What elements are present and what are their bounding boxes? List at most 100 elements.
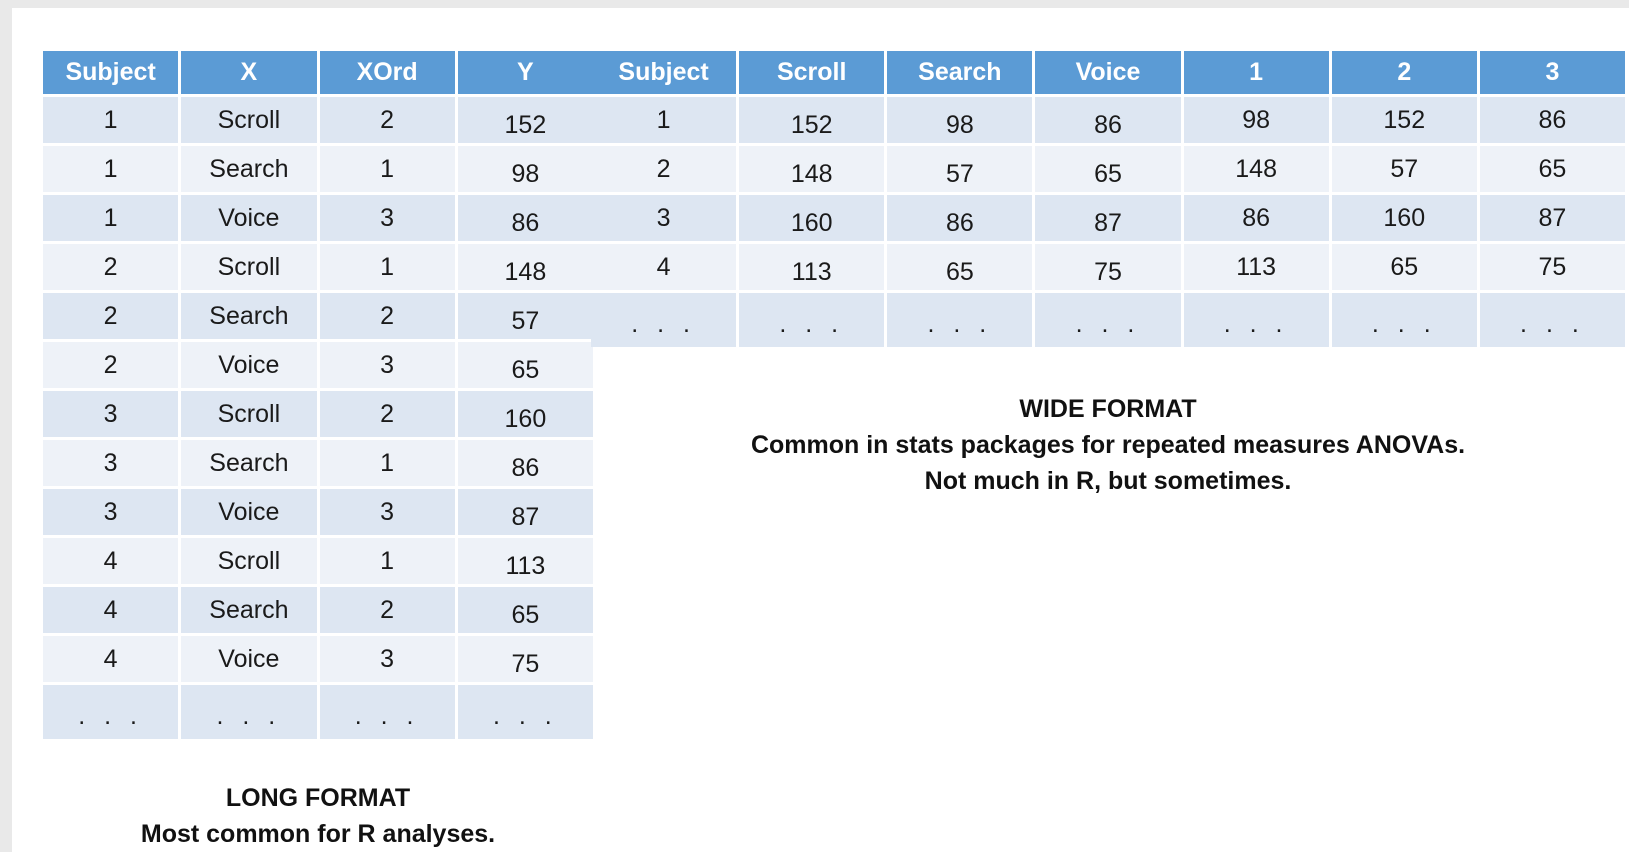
long-format-row: 1 Scroll 2 152 <box>43 97 593 143</box>
long-format-cell: Search <box>181 440 317 486</box>
long-format-header-cell: Y <box>457 51 593 94</box>
wide-format-body: 1 152 98 86 98 152 86 2 148 57 65 148 57 65 3 160 86 87 86… <box>591 97 1625 347</box>
long-format-cell: 57 <box>457 293 593 339</box>
long-format-cell: Scroll <box>181 538 317 584</box>
long-format-cell: Scroll <box>181 391 317 437</box>
long-format-cell: Voice <box>181 195 317 241</box>
wide-format-cell: 65 <box>887 244 1033 290</box>
wide-format-header-cell: Scroll <box>739 51 885 94</box>
wide-format-caption-line-2: Not much in R, but sometimes. <box>924 467 1292 495</box>
long-format-cell: . . . <box>457 685 593 739</box>
long-format-cell: . . . <box>319 685 455 739</box>
wide-format-cell: 2 <box>591 146 737 192</box>
wide-format-cell: 57 <box>1331 146 1477 192</box>
long-format-caption: LONG FORMAT Most common for R analyses. <box>40 780 596 852</box>
wide-format-cell: 87 <box>1479 195 1625 241</box>
slide: Subject X XOrd Y 1 Scroll 2 152 1 Search 1 98 1 Voic… <box>12 8 1629 852</box>
wide-format-cell: 86 <box>1035 97 1181 143</box>
long-format-cell: Search <box>181 587 317 633</box>
long-format-header-cell: X <box>181 51 317 94</box>
long-format-cell: Search <box>181 293 317 339</box>
long-format-cell: 65 <box>457 587 593 633</box>
wide-format-header-cell: Voice <box>1035 51 1181 94</box>
wide-format-cell: 65 <box>1479 146 1625 192</box>
wide-format-cell: 148 <box>1183 146 1329 192</box>
long-format-cell: Scroll <box>181 244 317 290</box>
long-format-cell: . . . <box>43 685 179 739</box>
wide-format-cell: 65 <box>1035 146 1181 192</box>
long-format-cell: 87 <box>457 489 593 535</box>
long-format-cell: 1 <box>43 195 179 241</box>
long-format-cell: 152 <box>457 97 593 143</box>
long-format-cell: 113 <box>457 538 593 584</box>
long-format-table: Subject X XOrd Y 1 Scroll 2 152 1 Search 1 98 1 Voic… <box>40 48 596 742</box>
long-format-cell: 86 <box>457 195 593 241</box>
long-format-row: 2 Scroll 1 148 <box>43 244 593 290</box>
long-format-row: 4 Search 2 65 <box>43 587 593 633</box>
wide-format-cell: 148 <box>739 146 885 192</box>
wide-format-caption-line-1: Common in stats packages for repeated me… <box>750 431 1466 459</box>
long-format-cell: 3 <box>43 391 179 437</box>
wide-format-cell: 75 <box>1479 244 1625 290</box>
long-format-cell: 2 <box>43 293 179 339</box>
wide-format-cell: 75 <box>1035 244 1181 290</box>
wide-format-cell: 4 <box>591 244 737 290</box>
long-format-cell: 1 <box>319 440 455 486</box>
wide-format-header-row: Subject Scroll Search Voice 1 2 3 <box>591 51 1625 94</box>
wide-format-cell: 113 <box>1183 244 1329 290</box>
long-format-cell: 1 <box>319 538 455 584</box>
wide-format-cell: 113 <box>739 244 885 290</box>
long-format-cell: 1 <box>319 244 455 290</box>
wide-format-cell: . . . <box>1035 293 1181 347</box>
long-format-cell: 3 <box>319 195 455 241</box>
wide-format-header-cell: 3 <box>1479 51 1625 94</box>
long-format-cell: 2 <box>319 293 455 339</box>
wide-format-cell: . . . <box>739 293 885 347</box>
long-format-cell: 4 <box>43 538 179 584</box>
wide-format-header-cell: Subject <box>591 51 737 94</box>
long-format-row: 4 Scroll 1 113 <box>43 538 593 584</box>
long-format-row: 2 Voice 3 65 <box>43 342 593 388</box>
long-format-header-cell: XOrd <box>319 51 455 94</box>
long-format-cell: 3 <box>43 440 179 486</box>
wide-format-caption-title: WIDE FORMAT <box>1019 395 1197 423</box>
wide-format-table: Subject Scroll Search Voice 1 2 3 1 152 98 86 98 15… <box>588 48 1628 350</box>
wide-format-cell: 86 <box>887 195 1033 241</box>
wide-format-cell: 152 <box>1331 97 1477 143</box>
long-format-row: . . .. . .. . .. . . <box>43 685 593 739</box>
wide-format-cell: 3 <box>591 195 737 241</box>
wide-format-caption: WIDE FORMAT Common in stats packages for… <box>588 391 1628 499</box>
long-format-cell: 4 <box>43 587 179 633</box>
long-format-cell: 3 <box>319 342 455 388</box>
long-format-cell: 160 <box>457 391 593 437</box>
long-format-row: 2 Search 2 57 <box>43 293 593 339</box>
long-format-header-cell: Subject <box>43 51 179 94</box>
wide-format-cell: 152 <box>739 97 885 143</box>
long-format-cell: Search <box>181 146 317 192</box>
wide-format-row: 4 113 65 75 113 65 75 <box>591 244 1625 290</box>
long-format-cell: 3 <box>319 636 455 682</box>
long-format-cell: 2 <box>43 342 179 388</box>
wide-format-row: 1 152 98 86 98 152 86 <box>591 97 1625 143</box>
wide-format-cell: 160 <box>1331 195 1477 241</box>
long-format-row: 4 Voice 3 75 <box>43 636 593 682</box>
wide-format-header-cell: 2 <box>1331 51 1477 94</box>
wide-format-cell: 87 <box>1035 195 1181 241</box>
long-format-cell: 2 <box>319 587 455 633</box>
wide-format-header-cell: Search <box>887 51 1033 94</box>
long-format-cell: 2 <box>319 97 455 143</box>
long-format-cell: Voice <box>181 636 317 682</box>
long-format-cell: 3 <box>43 489 179 535</box>
wide-format-cell: . . . <box>887 293 1033 347</box>
long-format-body: 1 Scroll 2 152 1 Search 1 98 1 Voice 3 86 2 Scroll 1 14… <box>43 97 593 739</box>
long-format-cell: 86 <box>457 440 593 486</box>
wide-format-cell: 1 <box>591 97 737 143</box>
wide-format-row: . . .. . .. . .. . .. . .. . .. . . <box>591 293 1625 347</box>
long-format-cell: 1 <box>319 146 455 192</box>
long-format-row: 3 Scroll 2 160 <box>43 391 593 437</box>
long-format-cell: . . . <box>181 685 317 739</box>
long-format-row: 3 Voice 3 87 <box>43 489 593 535</box>
long-format-cell: 65 <box>457 342 593 388</box>
wide-format-header-cell: 1 <box>1183 51 1329 94</box>
long-format-cell: 4 <box>43 636 179 682</box>
